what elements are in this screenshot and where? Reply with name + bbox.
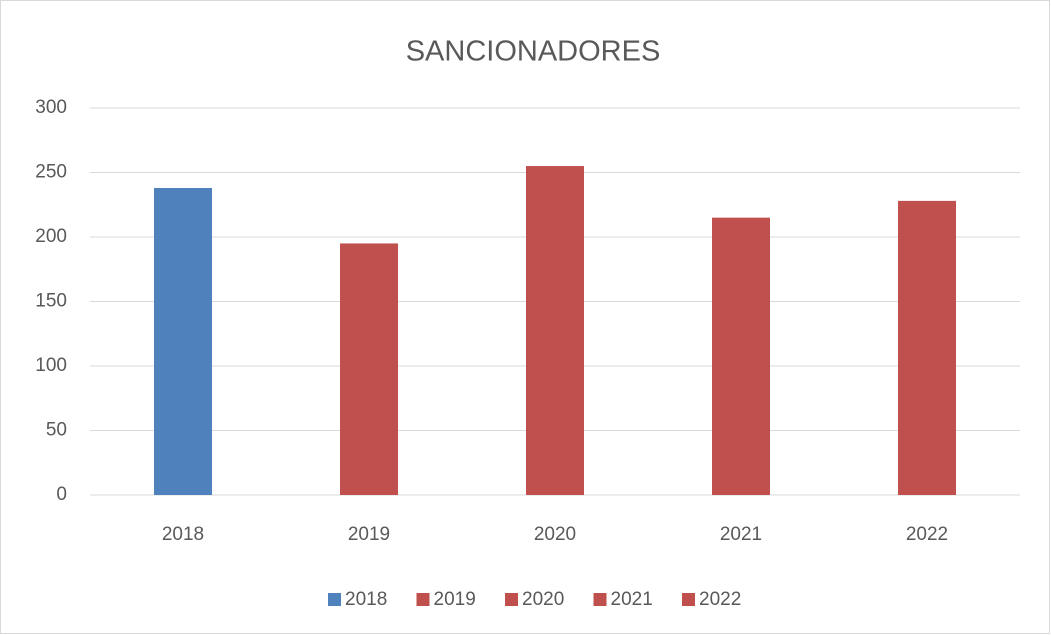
bar — [154, 187, 212, 496]
legend-swatch — [505, 593, 518, 606]
y-tick-label: 100 — [35, 355, 67, 376]
x-tick-label: 2018 — [162, 524, 204, 545]
chart-title: SANCIONADORES — [406, 36, 661, 68]
legend-swatch — [416, 593, 430, 606]
x-tick-label: 2020 — [534, 524, 576, 545]
y-tick-label: 0 — [56, 484, 67, 505]
y-tick-label: 300 — [35, 97, 67, 118]
legend-label: 2020 — [522, 589, 564, 610]
x-tick-label: 2021 — [720, 524, 762, 545]
x-tick-label: 2022 — [906, 524, 948, 545]
bar — [340, 243, 398, 495]
bar — [526, 166, 584, 496]
legend-label: 2019 — [434, 589, 476, 610]
legend-swatch — [328, 593, 341, 606]
legend-label: 2022 — [699, 589, 741, 610]
legend-swatch — [593, 593, 607, 606]
legend-swatch — [682, 593, 695, 606]
bar — [898, 200, 956, 495]
x-tick-label: 2019 — [348, 524, 390, 545]
bar — [712, 217, 770, 495]
y-tick-label: 150 — [35, 291, 67, 312]
legend-label: 2018 — [345, 589, 387, 610]
y-tick-label: 250 — [35, 162, 67, 183]
legend-label: 2021 — [611, 589, 653, 610]
y-tick-label: 50 — [46, 420, 67, 441]
y-tick-label: 200 — [35, 226, 67, 247]
